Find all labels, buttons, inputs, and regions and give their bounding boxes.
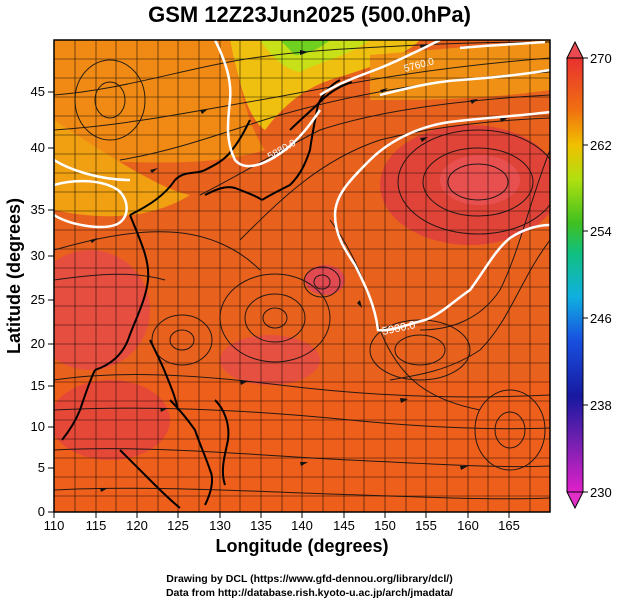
y-tick: 0	[38, 504, 45, 519]
map-plot-area	[54, 40, 550, 512]
x-tick: 140	[291, 518, 313, 533]
y-tick: 40	[31, 140, 45, 155]
streamlines	[54, 41, 550, 500]
colorbar-tick: 230	[590, 485, 612, 500]
y-tick: 5	[38, 460, 45, 475]
x-tick: 120	[126, 518, 148, 533]
y-tick: 15	[31, 378, 45, 393]
x-tick: 165	[498, 518, 520, 533]
y-tick-labels: 0 5 10 15 20 25 30 35 40 45	[31, 84, 45, 519]
y-tick: 35	[31, 202, 45, 217]
stream-arrows	[90, 45, 508, 492]
y-axis-label: Latitude (degrees)	[4, 198, 24, 354]
y-tick: 45	[31, 84, 45, 99]
x-tick: 130	[209, 518, 231, 533]
colorbar-tick: 254	[590, 224, 612, 239]
y-tick: 25	[31, 292, 45, 307]
coastlines	[61, 79, 353, 509]
x-tick: 145	[333, 518, 355, 533]
x-tick: 150	[374, 518, 396, 533]
x-axis-label: Longitude (degrees)	[215, 536, 389, 556]
colorbar-tick: 246	[590, 311, 612, 326]
x-tick: 110	[44, 518, 65, 533]
x-tick-labels: 110 115 120 125 130 135 140 145 150 155 …	[44, 518, 520, 533]
x-tick: 115	[86, 518, 107, 533]
colorbar-tick: 270	[590, 51, 612, 66]
footer-credit-data: Data from http://database.rish.kyoto-u.a…	[165, 587, 454, 599]
height-contours	[54, 40, 550, 332]
footer-credit-drawing: Drawing by DCL (https://www.gfd-dennou.o…	[166, 573, 453, 585]
x-tick: 155	[415, 518, 437, 533]
colorbar-tick: 238	[590, 398, 612, 413]
colorbar-tick: 262	[590, 138, 612, 153]
chart-title: GSM 12Z23Jun2025 (500.0hPa)	[148, 2, 471, 27]
x-tick: 160	[457, 518, 479, 533]
x-tick: 125	[167, 518, 189, 533]
x-tick: 135	[250, 518, 272, 533]
y-tick: 20	[31, 336, 45, 351]
y-tick: 10	[31, 419, 45, 434]
y-tick: 30	[31, 248, 45, 263]
colorbar: 270 262 254 246 238 230	[566, 40, 612, 510]
